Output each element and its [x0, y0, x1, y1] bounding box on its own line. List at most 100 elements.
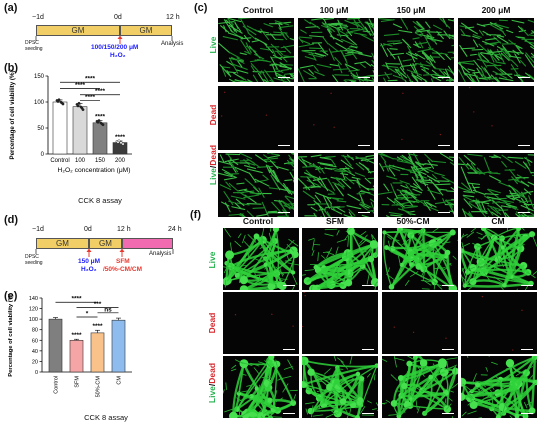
- image-tile: [223, 292, 299, 354]
- fluorescence-image: [481, 295, 523, 351]
- scale-bar: [521, 348, 533, 350]
- bar: [90, 332, 105, 373]
- column-header: Control: [242, 5, 274, 15]
- panel-label-e: (e): [4, 290, 18, 302]
- bar: [112, 142, 128, 155]
- timeline-a: −1d 0d 12 h GM GM DPSC seeding 100/150/2…: [0, 0, 190, 60]
- scale-bar: [518, 144, 530, 146]
- image-tile: [298, 86, 374, 150]
- scale-bar: [283, 284, 295, 286]
- timeline-arrows: [35, 248, 174, 257]
- row-label-merge: Live/Dead: [207, 353, 217, 413]
- column-header: 200 μM: [481, 5, 511, 15]
- fluorescence-image: [382, 356, 458, 418]
- fluorescence-image: [223, 356, 298, 418]
- image-tile: [458, 153, 534, 217]
- row-label-merge-sep: /: [207, 383, 217, 387]
- significance-label: ****: [92, 323, 103, 330]
- row-label-merge: Live/Dead: [208, 135, 218, 195]
- scale-bar: [283, 412, 295, 414]
- time-mid: 0d: [114, 14, 122, 21]
- treatment-label-2: H₂O₂: [110, 52, 126, 59]
- significance-label: ***: [94, 301, 102, 308]
- scale-bar: [362, 412, 374, 414]
- bar: [111, 319, 126, 373]
- data-point: [121, 142, 125, 146]
- bar: [92, 122, 108, 155]
- scale-bar: [283, 348, 295, 350]
- scale-bar: [438, 211, 450, 213]
- scale-bar: [278, 144, 290, 146]
- row-label-dead: Dead: [207, 312, 217, 334]
- scale-bar: [358, 211, 370, 213]
- image-tile: [461, 292, 537, 354]
- scale-bar: [278, 76, 290, 78]
- seeding-label: DPSC seeding: [25, 40, 43, 52]
- image-tile: [382, 356, 458, 418]
- y-tick-label: 0: [35, 370, 38, 376]
- bar: [72, 106, 88, 155]
- fluorescence-image: [302, 356, 378, 418]
- chart-b-caption: CCK 8 assay: [78, 196, 122, 205]
- y-tick-label: 140: [29, 296, 38, 302]
- chart-e: 0 20 40 60 80 100 120 140 Percentage of cell via…: [8, 293, 132, 398]
- fluorescence-image: [458, 153, 534, 217]
- x-tick-label: 100: [75, 158, 86, 164]
- y-tick-label: 80: [32, 328, 38, 334]
- data-point: [56, 100, 60, 103]
- significance-label: ****: [85, 94, 96, 101]
- timeline-arrows: [35, 35, 173, 44]
- significance-label: ****: [85, 76, 96, 83]
- time-start: −1d: [32, 226, 44, 233]
- image-tile: [302, 228, 378, 290]
- treatment-label: 100/150/200 μM: [91, 44, 139, 51]
- image-tile: [378, 86, 454, 150]
- scale-bar: [358, 76, 370, 78]
- fluorescence-image: [223, 228, 299, 290]
- column-header: 100 μM: [319, 5, 349, 15]
- chart-b: 0 50 100 150 Percentage of cell viability (%…: [9, 70, 132, 174]
- panel-label-a: (a): [4, 2, 18, 14]
- x-axis-label: H₂O₂ concentration (μM): [58, 167, 131, 174]
- fluorescence-image: [313, 92, 335, 129]
- significance-label: ****: [95, 114, 106, 121]
- seeding-label: DPSC seeding: [25, 254, 43, 266]
- sfm-label-2: /50%-CM/CM: [103, 266, 143, 273]
- time-end: 12 h: [166, 14, 180, 21]
- scale-bar: [438, 76, 450, 78]
- y-tick-label: 150: [34, 74, 45, 80]
- fluorescence-image: [401, 92, 442, 141]
- scale-bar: [362, 284, 374, 286]
- fluorescence-image: [298, 18, 374, 82]
- y-tick-label: 100: [34, 100, 45, 106]
- gm-segment-2: GM: [89, 238, 122, 249]
- y-tick-label: 60: [32, 338, 38, 344]
- image-tile: [218, 153, 294, 217]
- column-header: 50%-CM: [396, 216, 430, 226]
- time-12h: 12 h: [117, 226, 131, 233]
- fluorescence-image: [218, 18, 294, 82]
- fluorescence-image: [378, 18, 454, 82]
- fluorescence-image: [461, 356, 537, 418]
- y-axis-label: Percentage of cell viability (%): [8, 293, 14, 377]
- row-label-merge-live: Live: [208, 168, 218, 186]
- scale-bar: [442, 284, 454, 286]
- y-axis-label: Percentage of cell viability (%): [9, 70, 16, 159]
- data-point: [79, 105, 83, 109]
- row-label-merge-live: Live: [207, 386, 217, 404]
- significance-label: ****: [75, 82, 86, 89]
- bar: [69, 339, 84, 373]
- scale-bar: [518, 211, 530, 213]
- image-tile: [302, 356, 378, 418]
- timeline-d: −1d 0d 12 h 24 h GM GM DPSC seeding 150 …: [0, 212, 190, 288]
- fluorescence-image: [220, 91, 268, 117]
- data-point: [116, 140, 120, 144]
- scale-bar: [362, 348, 374, 350]
- panel-label-b: (b): [4, 62, 19, 74]
- scale-bar: [518, 76, 530, 78]
- x-tick-label: 50%-CM: [96, 376, 102, 398]
- fluorescence-image: [302, 292, 306, 328]
- gm-segment-1: GM: [36, 25, 120, 36]
- treatment-label-2: H₂O₂: [81, 266, 97, 273]
- data-point: [81, 108, 85, 112]
